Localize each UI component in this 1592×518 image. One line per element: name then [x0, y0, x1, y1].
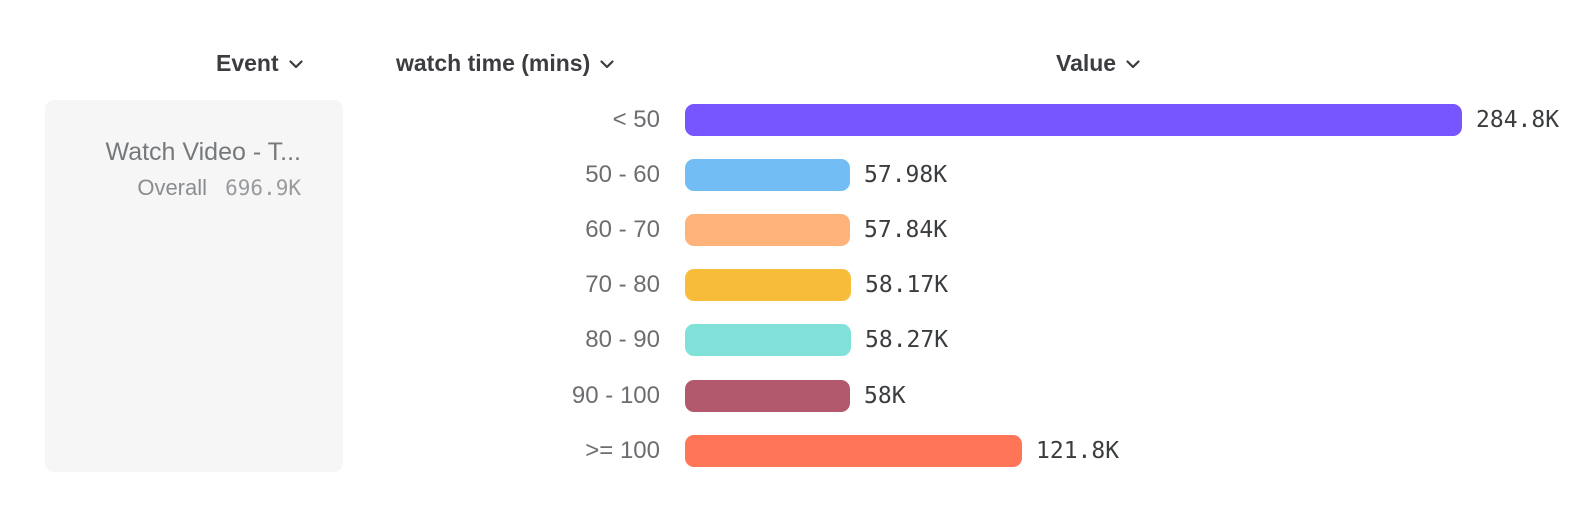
bar-chart: < 50 284.8K 50 - 60 57.98K 60 - 70 57.84K 70 -… — [0, 92, 1592, 478]
event-column-header[interactable]: Event — [216, 48, 303, 78]
value-bar[interactable] — [685, 103, 1462, 136]
bucket-label: 90 - 100 — [571, 381, 660, 409]
event-title: Watch Video - T... — [105, 138, 301, 166]
bucket-label: < 50 — [612, 105, 660, 133]
bar-value-label: 121.8K — [1036, 437, 1120, 464]
bar-value-label: 284.8K — [1476, 106, 1560, 133]
overall-label: Overall — [137, 175, 208, 200]
bucket-label: 80 - 90 — [585, 326, 660, 354]
chart-row: 60 - 70 57.84K — [0, 202, 1592, 257]
chevron-down-icon — [1126, 60, 1140, 69]
overall-value: 696.9K — [225, 176, 301, 200]
chart-row: >= 100 121.8K — [0, 423, 1592, 478]
chart-row: 50 - 60 57.98K — [0, 147, 1592, 202]
event-column-label: Event — [216, 49, 279, 76]
bar-value-label: 58.17K — [865, 272, 949, 299]
value-bar[interactable] — [685, 379, 850, 412]
chart-row: 70 - 80 58.17K — [0, 258, 1592, 313]
bucket-label: 70 - 80 — [585, 271, 660, 299]
value-bar[interactable] — [685, 158, 850, 191]
value-column-label: Value — [1056, 49, 1117, 76]
value-bar[interactable] — [685, 324, 851, 357]
chart-row: 80 - 90 58.27K — [0, 313, 1592, 368]
bar-value-label: 57.84K — [864, 216, 948, 243]
event-card[interactable]: Watch Video - T... Overall 696.9K — [45, 100, 343, 472]
chart-row: 90 - 100 58K — [0, 368, 1592, 423]
value-bar[interactable] — [685, 434, 1022, 467]
value-bar[interactable] — [685, 213, 850, 246]
watch-time-column-header[interactable]: watch time (mins) — [396, 48, 614, 78]
bucket-label: 50 - 60 — [585, 160, 660, 188]
value-bar[interactable] — [685, 269, 851, 302]
chevron-down-icon — [289, 60, 303, 69]
bar-value-label: 57.98K — [864, 161, 948, 188]
watch-time-column-label: watch time (mins) — [396, 49, 591, 76]
bar-value-label: 58K — [864, 382, 906, 409]
chevron-down-icon — [600, 60, 614, 69]
value-column-header[interactable]: Value — [1056, 48, 1140, 78]
bar-value-label: 58.27K — [865, 327, 949, 354]
chart-row: < 50 284.8K — [0, 92, 1592, 147]
bucket-label: >= 100 — [585, 436, 660, 464]
event-overall-row: Overall 696.9K — [45, 174, 301, 202]
bucket-label: 60 - 70 — [585, 215, 660, 243]
